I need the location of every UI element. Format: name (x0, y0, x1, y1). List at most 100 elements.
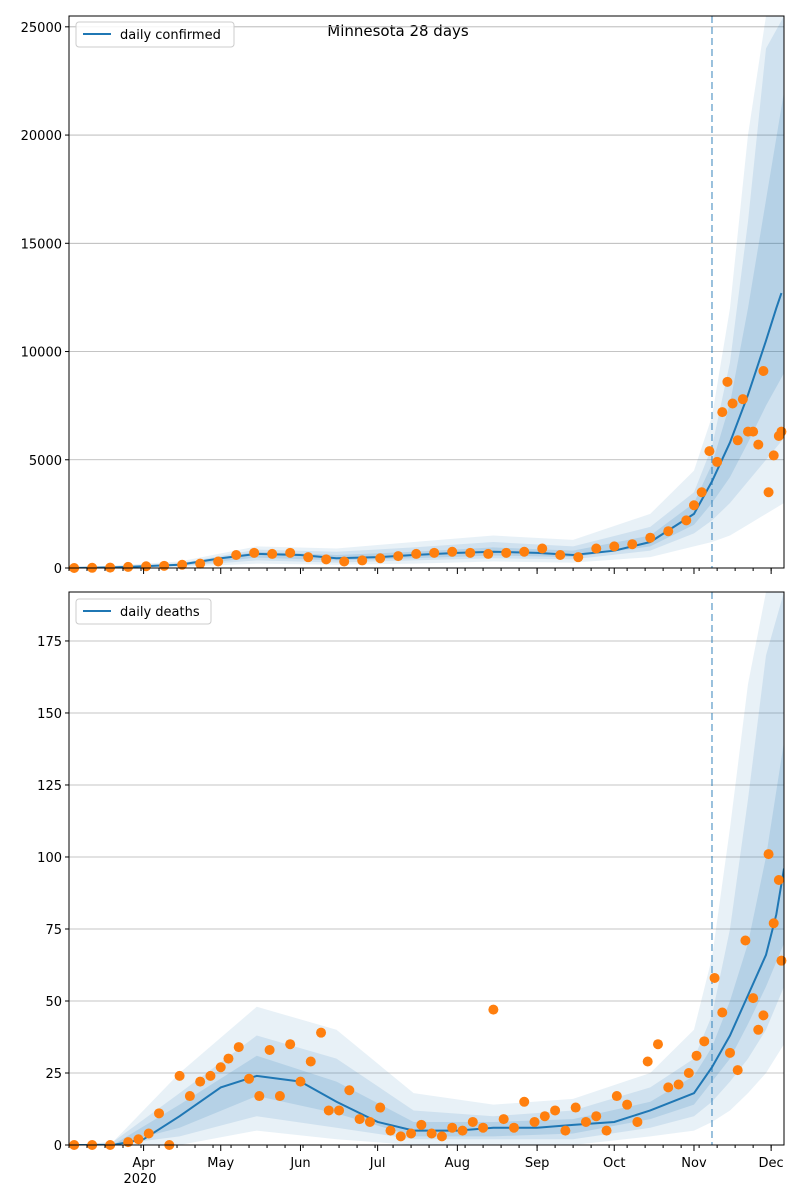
observed-point (303, 552, 314, 563)
confirmed-legend-label: daily confirmed (120, 28, 221, 43)
observed-point (727, 398, 738, 409)
observed-point (223, 1053, 234, 1064)
confirmed-confidence-bands (69, 16, 784, 568)
observed-point (748, 426, 759, 437)
observed-point (406, 1128, 417, 1139)
observed-point (663, 526, 674, 537)
observed-point (555, 550, 566, 561)
observed-point (773, 875, 784, 886)
observed-point (177, 559, 188, 570)
observed-point (699, 1036, 710, 1047)
confirmed-median-line (69, 292, 783, 568)
observed-point (285, 547, 296, 558)
observed-point (645, 532, 656, 543)
deaths-y-ticks: 0 25 50 75 100 125 150 175 (37, 635, 69, 1154)
x-axis-year-label: 2020 (123, 1172, 156, 1187)
x-tick-label: May (207, 1156, 234, 1171)
observed-point (264, 1044, 275, 1055)
observed-point (244, 1073, 255, 1084)
observed-point (758, 366, 769, 377)
observed-point (321, 554, 332, 565)
confirmed-axes-frame (68, 15, 785, 569)
observed-point (758, 1010, 769, 1021)
observed-point (681, 515, 692, 526)
observed-point (580, 1116, 591, 1127)
observed-point (537, 543, 548, 554)
y-tick-label: 175 (37, 635, 62, 650)
observed-point (609, 541, 620, 552)
y-tick-label: 10000 (21, 346, 62, 361)
observed-point (295, 1076, 306, 1087)
observed-point (231, 550, 242, 561)
observed-point (722, 376, 733, 387)
observed-point (447, 1122, 458, 1133)
observed-point (334, 1105, 345, 1116)
observed-point (560, 1125, 571, 1136)
confirmed-observed-points (69, 366, 787, 573)
x-tick-label: Sep (525, 1156, 550, 1171)
observed-point (717, 407, 728, 418)
observed-point (519, 546, 530, 557)
confirmed-legend: daily confirmed (75, 21, 235, 48)
observed-point (768, 450, 779, 461)
y-tick-label: 100 (37, 851, 62, 866)
observed-point (776, 426, 787, 437)
observed-point (570, 1102, 581, 1113)
observed-point (174, 1070, 185, 1081)
observed-point (141, 561, 152, 572)
observed-point (411, 548, 422, 559)
observed-point (748, 993, 759, 1004)
deaths-confidence-bands (69, 592, 784, 1145)
observed-point (673, 1079, 684, 1090)
observed-point (753, 439, 764, 450)
observed-point (622, 1099, 633, 1110)
confidence-band-middle (69, 16, 784, 568)
observed-point (364, 1116, 375, 1127)
observed-point (233, 1042, 244, 1053)
confirmed-gridlines (69, 26, 784, 569)
figure-title: Minnesota 28 days (327, 22, 469, 40)
deaths-median-line (69, 868, 784, 1145)
observed-point (712, 456, 723, 467)
observed-point (691, 1050, 702, 1061)
x-tick-label: Jun (289, 1156, 310, 1171)
observed-point (732, 435, 743, 446)
observed-point (501, 547, 512, 558)
observed-point (696, 487, 707, 498)
observed-point (663, 1082, 674, 1093)
observed-point (627, 539, 638, 550)
y-tick-label: 5000 (29, 454, 62, 469)
observed-point (184, 1091, 195, 1102)
observed-point (429, 547, 440, 558)
observed-point (652, 1039, 663, 1050)
observed-point (357, 555, 368, 566)
observed-point (195, 1076, 206, 1087)
observed-point (154, 1108, 165, 1119)
observed-point (274, 1091, 285, 1102)
y-tick-label: 150 (37, 707, 62, 722)
observed-point (339, 556, 350, 567)
observed-point (205, 1070, 216, 1081)
deaths-legend: daily deaths (75, 598, 212, 625)
observed-point (539, 1111, 550, 1122)
observed-point (632, 1116, 643, 1127)
observed-point (642, 1056, 653, 1067)
observed-point (436, 1131, 447, 1142)
observed-point (688, 500, 699, 511)
observed-point (683, 1067, 694, 1078)
observed-point (323, 1105, 334, 1116)
y-tick-label: 50 (45, 995, 62, 1010)
confirmed-x-ticks (68, 568, 772, 574)
observed-point (753, 1024, 764, 1035)
observed-point (776, 955, 787, 966)
observed-point (737, 394, 748, 405)
observed-point (395, 1131, 406, 1142)
observed-point (763, 487, 774, 498)
observed-point (447, 546, 458, 557)
observed-point (426, 1128, 437, 1139)
observed-point (133, 1134, 144, 1145)
observed-point (159, 560, 170, 571)
observed-point (393, 551, 404, 562)
observed-point (267, 548, 278, 559)
y-tick-label: 75 (45, 923, 62, 938)
